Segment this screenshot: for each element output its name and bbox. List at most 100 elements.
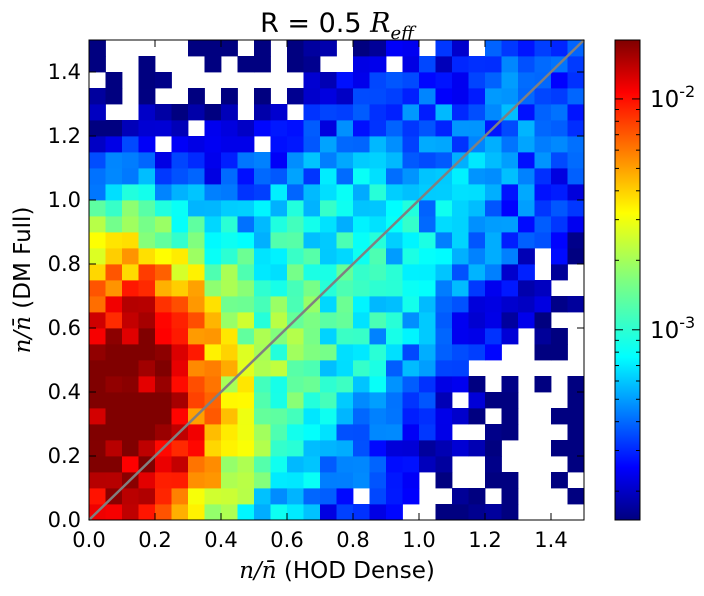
heatmap-cell [386,104,403,121]
heatmap-cell [501,184,519,201]
heatmap-cell [518,152,535,169]
heatmap-cell [353,376,370,393]
heatmap-cell [402,168,420,185]
heatmap-cell [287,376,304,393]
heatmap-cell [155,72,172,89]
heatmap-cell [452,504,469,521]
heatmap-cell [89,280,106,297]
heatmap-cell [254,424,271,441]
heatmap-cell [369,248,387,265]
heatmap-cell [534,296,552,313]
heatmap-cell [287,136,304,153]
heatmap-cell [353,88,370,105]
heatmap-cell [204,104,222,121]
heatmap-cell [89,376,106,393]
heatmap-cell [270,296,288,313]
heatmap-cell [485,72,502,89]
heatmap-cell [171,200,189,217]
heatmap-cell [237,472,255,489]
heatmap-cell [485,424,502,441]
heatmap-cell [386,200,403,217]
heatmap-cell [155,104,172,121]
heatmap-cell [105,136,123,153]
heatmap-cell [485,344,502,361]
heatmap-cell [485,184,502,201]
heatmap-cell [237,456,255,473]
heatmap-cell [452,88,469,105]
heatmap-cell [336,120,354,137]
heatmap-cell [303,168,321,185]
colorbar-tick-label: 10-3 [650,313,695,344]
heatmap-cell [320,152,337,169]
heatmap-cell [369,360,387,377]
heatmap-cell [221,360,238,377]
heatmap-cell [468,440,486,457]
heatmap-cell [303,328,321,345]
x-axis: 0.0 0.2 0.4 0.6 0.8 1.0 1.2 1.4 [72,40,568,552]
heatmap-cell [452,328,469,345]
heatmap-cell [155,184,172,201]
heatmap-cell [452,200,469,217]
heatmap-cell [89,328,106,345]
heatmap-cell [419,424,436,441]
heatmap-cell [221,216,238,233]
heatmap-cell [122,408,139,425]
heatmap-cell [369,40,387,57]
heatmap-cell [386,504,403,521]
heatmap-cell [254,376,271,393]
x-tick-label: 0.8 [336,528,369,552]
heatmap-cell [188,264,205,281]
heatmap-cell [105,376,123,393]
heatmap-cell [353,168,370,185]
heatmap-cell [89,168,106,185]
heatmap-cell [369,136,387,153]
heatmap-cell [336,152,354,169]
heatmap-cell [551,200,568,217]
heatmap-cell [452,40,469,57]
heatmap-cell [419,72,436,89]
x-tick-label: 0.2 [138,528,171,552]
heatmap-cell [485,456,502,473]
heatmap-cell [221,440,238,457]
heatmap-cell [89,472,106,489]
heatmap-cell [204,472,222,489]
heatmap-cell [254,216,271,233]
heatmap-cell [419,312,436,329]
heatmap-cell [105,472,123,489]
heatmap-cell [89,248,106,265]
heatmap-cell [122,136,139,153]
heatmap-cell [501,216,519,233]
y-axis-label: n/n̄ (DM Full) [10,207,36,354]
heatmap-cell [105,408,123,425]
heatmap-cell [303,152,321,169]
heatmap-cell [204,200,222,217]
heatmap-cell [270,104,288,121]
heatmap-cell [435,440,453,457]
heatmap-cell [320,344,337,361]
heatmap-cell [287,264,304,281]
heatmap-cell [419,456,436,473]
heatmap-cell [468,488,486,505]
heatmap-cell [534,88,552,105]
heatmap-cell [353,360,370,377]
heatmap-cell [501,232,519,249]
heatmap-cell [320,184,337,201]
heatmap-cell [386,248,403,265]
heatmap-cell [303,120,321,137]
heatmap-cell [89,104,106,121]
heatmap-cell [155,472,172,489]
heatmap-cell [567,488,585,505]
heatmap-cell [171,296,189,313]
heatmap-cell [369,200,387,217]
heatmap-cell [501,168,519,185]
heatmap-cell [287,40,304,57]
heatmap-cell [386,328,403,345]
heatmap-cell [221,120,238,137]
heatmap-cell [138,328,156,345]
heatmap-cell [254,232,271,249]
heatmap-cell [237,168,255,185]
heatmap-cell [452,248,469,265]
heatmap-cell [188,328,205,345]
heatmap-cell [204,120,222,137]
heatmap-cell [237,296,255,313]
